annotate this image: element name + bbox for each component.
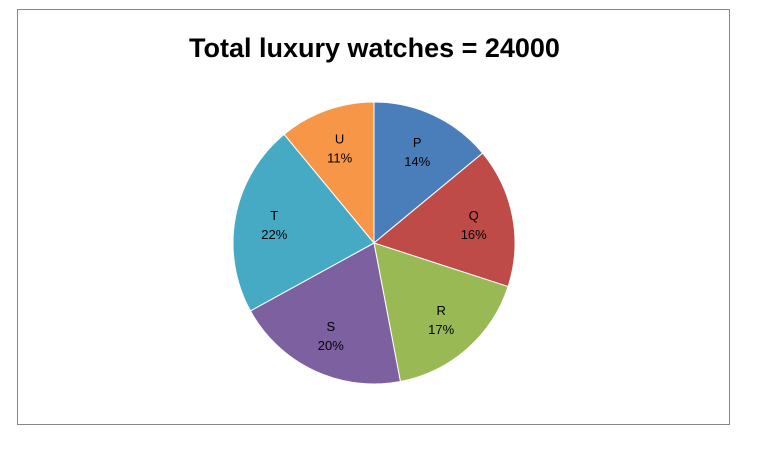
slice-category-label-q: Q — [469, 208, 479, 223]
pie-labels: P 14% Q 16% R 17% S 20% T 22% U 11% — [261, 131, 487, 352]
chart-title: Total luxury watches = 24000 — [189, 33, 560, 63]
slice-value-label-u: 11% — [327, 150, 352, 165]
pie-slice-s — [249, 242, 402, 385]
pie-slice-t — [232, 133, 375, 312]
pie-slice-p — [373, 101, 484, 245]
slice-category-label-p: P — [413, 135, 422, 150]
pie-slice-r — [373, 242, 509, 383]
slice-value-label-q: 16% — [461, 227, 487, 242]
pie-slice-u — [283, 101, 375, 245]
slice-category-label-u: U — [335, 131, 344, 146]
slice-category-label-t: T — [270, 208, 278, 223]
slice-value-label-s: 20% — [318, 338, 344, 353]
pie-slices — [232, 101, 516, 385]
slice-category-label-s: S — [326, 319, 335, 334]
slice-value-label-t: 22% — [261, 227, 287, 242]
slice-value-label-p: 14% — [404, 154, 430, 169]
slice-value-label-r: 17% — [428, 322, 454, 337]
chart-area: Total luxury watches = 24000 P 14% Q 16% R 17… — [17, 9, 730, 425]
pie-slice-q — [372, 152, 516, 288]
slice-category-label-r: R — [436, 303, 445, 318]
pie-chart: P 14% Q 16% R 17% S 20% T 22% U 11% — [232, 101, 516, 385]
